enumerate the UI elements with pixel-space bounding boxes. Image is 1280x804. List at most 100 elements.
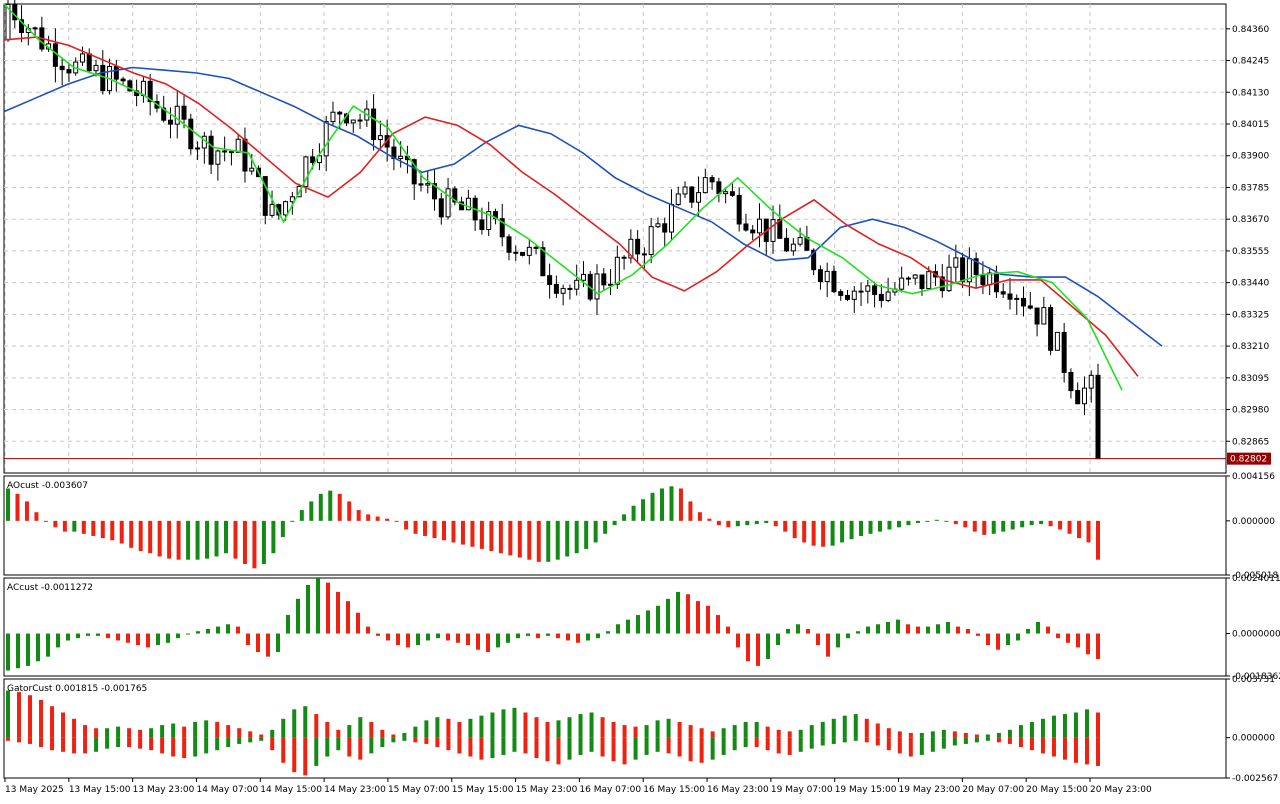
histogram-bar [688, 501, 693, 521]
upper-bar [699, 728, 704, 738]
histogram-bar [976, 633, 980, 636]
histogram-bar [792, 520, 797, 539]
time-tick-label: 20 May 15:00 [1026, 785, 1088, 795]
time-tick-label: 19 May 07:00 [771, 785, 833, 795]
bear-candle [533, 246, 539, 249]
histogram-bar [517, 520, 522, 558]
upper-bar [820, 721, 825, 738]
lower-bar [105, 737, 110, 749]
lower-bar [831, 737, 836, 744]
upper-bar [248, 731, 253, 738]
lower-bar [468, 737, 473, 757]
lower-bar [963, 737, 968, 744]
histogram-bar [81, 520, 86, 534]
upper-bar [226, 725, 231, 738]
histogram-bar [6, 488, 10, 521]
time-tick-label: 15 May 23:00 [516, 785, 578, 795]
histogram-bar [1076, 633, 1080, 648]
bull-candle [926, 271, 932, 289]
histogram-bar [1048, 520, 1053, 527]
time-tick-label: 15 May 07:00 [388, 785, 450, 795]
bull-candle [770, 219, 776, 242]
histogram-bar [15, 493, 20, 521]
lower-bar [820, 737, 825, 746]
gator-panel[interactable]: 0.003731 0.000000 -0.002567 GatorCust 0.00… [3, 675, 1278, 784]
histogram-bar [859, 520, 864, 536]
lower-bar [1073, 737, 1078, 763]
histogram-bar [868, 520, 873, 534]
histogram-bar [116, 633, 120, 641]
price-panel[interactable]: 0.84360 0.84245 0.84130 0.84015 0.83900 0.837… [3, 0, 1271, 474]
upper-bar [6, 690, 10, 738]
histogram-bar [386, 633, 390, 641]
bear-candle [1034, 307, 1040, 325]
ac-label: ACcust -0.0011272 [7, 583, 93, 593]
lower-bar [886, 737, 891, 751]
histogram-bar [1067, 520, 1072, 534]
histogram-bar [953, 520, 958, 525]
upper-bar [952, 731, 957, 738]
bull-candle [526, 246, 532, 256]
histogram-bar [306, 584, 310, 634]
lower-bar [61, 737, 66, 752]
histogram-bar [446, 633, 450, 641]
bear-candle [635, 238, 641, 255]
lower-bar [1040, 737, 1045, 754]
histogram-bar [337, 493, 342, 521]
histogram-bar [233, 520, 238, 559]
bear-candle [147, 80, 153, 103]
lower-bar [336, 737, 341, 751]
histogram-bar [1010, 520, 1015, 530]
lower-bar [182, 737, 187, 759]
histogram-bar [878, 520, 882, 532]
histogram-bar [1086, 520, 1091, 543]
bull-candle [1041, 307, 1047, 325]
ac-panel[interactable]: 0.0024011 0.0000000 -0.0018362 ACcust -0.0… [3, 574, 1280, 682]
upper-bar [710, 731, 715, 738]
histogram-bar [846, 633, 850, 639]
upper-bar [160, 725, 165, 738]
histogram-bar [707, 518, 712, 521]
upper-bar [787, 731, 792, 738]
ao-panel[interactable]: 0.004156 0.000000 -0.005018 AOcust -0.0036… [3, 472, 1278, 581]
indicator-tick-label: -0.0018362 [1232, 672, 1280, 682]
lower-bar [303, 737, 308, 776]
histogram-bar [906, 520, 911, 526]
histogram-bar [821, 520, 826, 547]
bear-candle [845, 294, 851, 300]
upper-bar [941, 729, 946, 738]
histogram-bar [442, 520, 446, 541]
histogram-bar [91, 520, 96, 536]
histogram-bar [896, 619, 900, 634]
ao-histogram [6, 486, 1100, 569]
lower-bar [908, 737, 913, 757]
histogram-bar [1066, 633, 1070, 643]
histogram-bar [526, 633, 530, 636]
histogram-bar [176, 520, 181, 560]
upper-bar [28, 695, 33, 738]
bull-candle [675, 193, 681, 205]
lower-bar [534, 737, 539, 759]
histogram-bar [196, 631, 200, 634]
histogram-bar [666, 598, 670, 634]
bear-candle [1000, 291, 1006, 295]
bear-candle [438, 198, 444, 218]
histogram-bar [167, 520, 172, 559]
bull-candle [1088, 374, 1094, 389]
upper-bar [468, 718, 473, 738]
upper-bar [1018, 725, 1023, 738]
histogram-bar [606, 631, 610, 634]
histogram-bar [866, 626, 870, 634]
candles[interactable] [5, 0, 1101, 460]
histogram-bar [956, 626, 960, 634]
bull-candle [614, 256, 620, 285]
lower-bar [633, 737, 638, 760]
histogram-bar [466, 633, 470, 646]
lower-bar [369, 737, 374, 754]
upper-bar [831, 718, 836, 738]
histogram-bar [622, 514, 627, 521]
histogram-bar [276, 633, 280, 653]
histogram-bar [119, 520, 124, 544]
